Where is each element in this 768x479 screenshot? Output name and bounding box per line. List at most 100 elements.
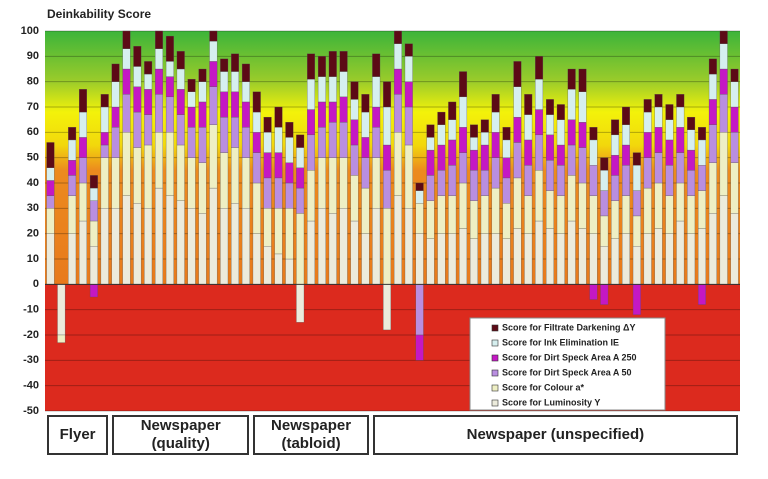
bar-segment xyxy=(263,116,272,133)
bar-segment xyxy=(231,147,239,204)
bar-segment xyxy=(317,76,326,103)
bar-segment xyxy=(546,160,554,191)
bar-segment xyxy=(68,233,77,285)
bar-segment xyxy=(459,152,468,184)
legend-label: Score for Colour a* xyxy=(502,382,585,392)
bar-segment xyxy=(274,106,283,128)
group-label: Newspaper (tabloid) xyxy=(253,415,369,455)
bar-segment xyxy=(68,160,77,176)
bar-segment xyxy=(665,139,674,166)
bar-segment xyxy=(611,119,620,136)
bar-segment xyxy=(100,132,109,146)
bar-segment xyxy=(708,58,717,75)
bar-segment xyxy=(491,233,500,285)
bar-segment xyxy=(296,167,305,189)
bar-segment xyxy=(372,76,381,108)
bar-segment xyxy=(339,96,348,123)
bar-segment xyxy=(122,68,131,95)
bar-segment xyxy=(241,101,250,128)
bar-segment xyxy=(339,51,348,72)
bar-segment xyxy=(687,195,696,234)
bar-segment xyxy=(198,162,207,214)
bar-segment xyxy=(383,106,392,146)
bar-segment xyxy=(546,114,554,136)
bar-segment xyxy=(155,132,163,189)
bar-segment xyxy=(198,81,207,103)
bar-segment xyxy=(632,190,641,217)
bar-segment xyxy=(187,106,196,128)
bar-segment xyxy=(654,127,663,153)
bar-segment xyxy=(676,152,685,184)
bar-segment xyxy=(361,94,370,113)
bar-segment xyxy=(491,157,500,189)
bar-segment xyxy=(155,187,163,285)
bar-segment xyxy=(339,157,348,209)
bar-segment xyxy=(241,127,250,158)
bar-segment xyxy=(144,89,153,115)
y-tick-label: 20 xyxy=(27,228,39,240)
bar-segment xyxy=(480,195,489,234)
bar-segment xyxy=(383,170,392,209)
bar-segment xyxy=(708,99,717,125)
bar-segment xyxy=(643,132,652,158)
bar-segment xyxy=(567,144,576,176)
bar-segment xyxy=(524,165,533,196)
bar-segment xyxy=(198,68,207,82)
bar-segment xyxy=(698,165,706,191)
bar-segment xyxy=(89,187,98,201)
bar-segment xyxy=(730,213,739,285)
bar-segment xyxy=(437,144,446,171)
bar-segment xyxy=(165,61,174,77)
bar-segment xyxy=(252,233,261,285)
bar-segment xyxy=(556,233,565,285)
bar-segment xyxy=(578,228,587,285)
bar-segment xyxy=(350,144,359,176)
bar-segment xyxy=(372,53,381,77)
bar-segment xyxy=(622,124,630,146)
bar-segment xyxy=(328,157,337,214)
bar-segment xyxy=(176,200,185,285)
bar-segment xyxy=(437,124,446,146)
bar-segment xyxy=(198,127,207,163)
bar-segment xyxy=(687,233,696,285)
bar-segment xyxy=(426,200,435,239)
bar-segment xyxy=(502,157,511,179)
bar-segment xyxy=(307,53,316,80)
bar-segment xyxy=(415,233,424,285)
bar-segment xyxy=(79,220,87,285)
bar-segment xyxy=(285,258,294,285)
bar-segment xyxy=(535,56,544,80)
bar-segment xyxy=(513,177,522,229)
bar-segment xyxy=(144,61,153,75)
bar-segment xyxy=(546,228,554,285)
bar-segment xyxy=(144,144,153,209)
bar-segment xyxy=(122,94,131,133)
y-tick-label: 70 xyxy=(27,101,39,113)
bar-segment xyxy=(220,116,229,153)
bar-segment xyxy=(361,187,370,234)
bar-segment xyxy=(274,208,283,255)
legend-label: Score for Luminosity Y xyxy=(502,397,600,407)
bar-segment xyxy=(144,73,153,90)
bar-segment xyxy=(133,66,142,87)
bar-segment xyxy=(589,165,598,196)
bar-segment xyxy=(535,109,544,136)
bar-segment xyxy=(665,104,674,120)
bar-segment xyxy=(68,139,77,161)
bar-segment xyxy=(708,213,717,285)
bar-segment xyxy=(46,142,55,168)
bar-segment xyxy=(187,91,196,108)
bar-segment xyxy=(89,284,98,298)
bar-segment xyxy=(328,76,337,103)
bar-segment xyxy=(209,61,218,87)
bar-segment xyxy=(469,238,478,285)
bar-segment xyxy=(415,203,424,234)
bar-segment xyxy=(307,170,316,222)
y-tick-label: 100 xyxy=(21,25,39,37)
bar-segment xyxy=(252,111,261,133)
bar-segment xyxy=(426,175,435,201)
bar-segment xyxy=(176,144,185,201)
bar-segment xyxy=(719,30,728,44)
bar-segment xyxy=(187,208,196,285)
